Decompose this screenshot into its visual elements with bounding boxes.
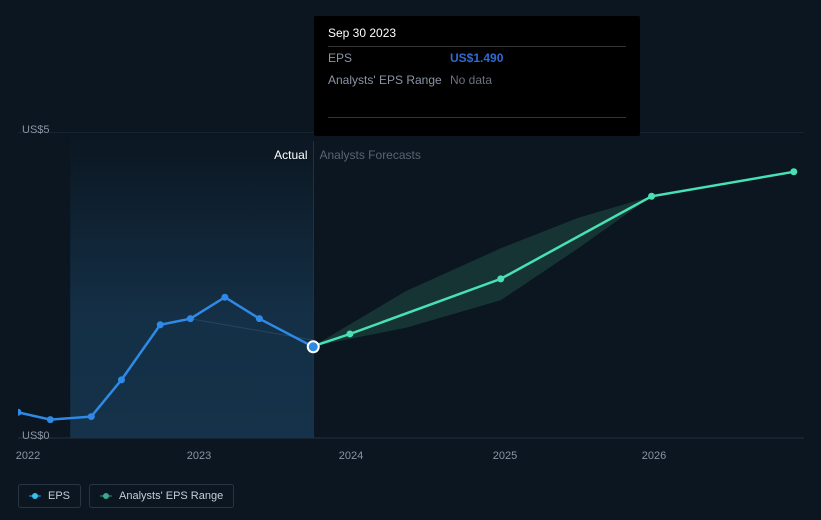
- legend-item-analysts-range[interactable]: Analysts' EPS Range: [89, 484, 234, 508]
- eps-chart: US$5 US$0 Actual Analysts Forecasts 2022…: [0, 0, 821, 520]
- y-axis-label-max: US$5: [22, 124, 50, 136]
- x-axis-label: 2026: [642, 450, 666, 462]
- chart-tooltip: Sep 30 2023 EPS US$1.490 Analysts' EPS R…: [314, 16, 640, 136]
- legend-item-eps[interactable]: EPS: [18, 484, 81, 508]
- legend-marker-icon: [100, 492, 112, 500]
- x-axis-label: 2023: [187, 450, 211, 462]
- tooltip-row-value: US$1.490: [450, 51, 503, 65]
- x-axis-label: 2025: [493, 450, 517, 462]
- legend-label: Analysts' EPS Range: [119, 490, 223, 502]
- x-axis-label: 2024: [339, 450, 363, 462]
- y-axis-label-min: US$0: [22, 430, 50, 442]
- region-label-actual: Actual: [264, 148, 308, 162]
- region-label-forecast: Analysts Forecasts: [320, 148, 421, 162]
- x-axis-label: 2022: [16, 450, 40, 462]
- tooltip-row-value: No data: [450, 73, 492, 87]
- tooltip-row-label: Analysts' EPS Range: [328, 73, 450, 87]
- tooltip-date: Sep 30 2023: [328, 26, 626, 40]
- legend-marker-icon: [29, 492, 41, 500]
- tooltip-row-label: EPS: [328, 51, 450, 65]
- chart-plot[interactable]: [18, 132, 804, 448]
- legend-label: EPS: [48, 490, 70, 502]
- chart-legend: EPS Analysts' EPS Range: [18, 484, 234, 508]
